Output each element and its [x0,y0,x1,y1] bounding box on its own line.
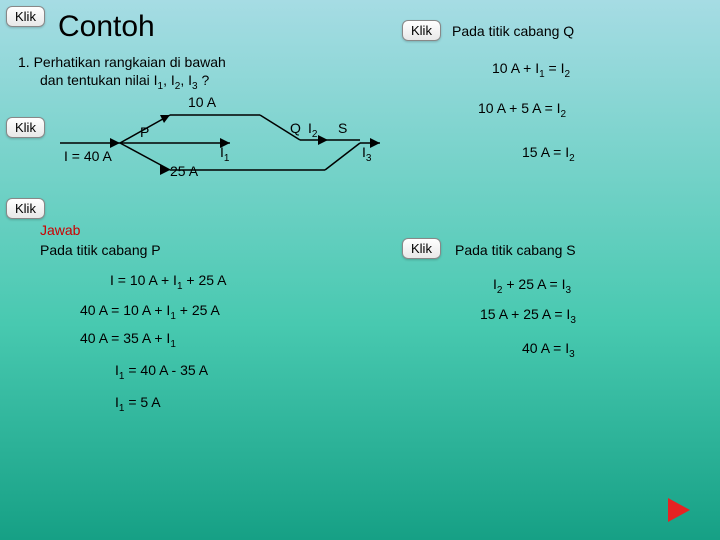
klik-button-5[interactable]: Klik [402,238,441,259]
klik-button-4[interactable]: Klik [402,20,441,41]
q-eq3: 15 A = I2 [522,144,575,164]
q-eq2: 10 A + 5 A = I2 [478,100,566,120]
diagram-bottom-label: 25 A [170,163,198,179]
diagram-top-label: 10 A [188,94,216,110]
p-eq3: 40 A = 35 A + I1 [80,330,176,350]
p-eq1: I = 10 A + I1 + 25 A [110,272,227,292]
q-eq1: 10 A + I1 = I2 [492,60,570,80]
p-heading: Pada titik cabang P [40,242,161,258]
diagram-s-label: S [338,120,347,136]
s-eq1: I2 + 25 A = I3 [493,276,571,296]
circuit-diagram [60,95,380,190]
diagram-i1: I1 [220,144,229,164]
p-eq2: 40 A = 10 A + I1 + 25 A [80,302,220,322]
diagram-i-label: I = 40 A [64,148,112,164]
diagram-p-label: P [140,124,149,140]
diagram-i2: I2 [308,120,317,140]
question-line1: 1. Perhatikan rangkaian di bawah [18,54,226,70]
klik-button-2[interactable]: Klik [6,117,45,138]
s-eq3: 40 A = I3 [522,340,575,360]
q-heading: Pada titik cabang Q [452,23,574,39]
klik-button-1[interactable]: Klik [6,6,45,27]
s-heading: Pada titik cabang S [455,242,576,258]
p-eq5: I1 = 5 A [115,394,161,414]
question-line2: dan tentukan nilai I1, I2, I3 ? [40,72,209,92]
page-title: Contoh [58,10,155,44]
s-eq2: 15 A + 25 A = I3 [480,306,576,326]
diagram-q-label: Q [290,120,301,136]
jawab-label: Jawab [40,222,80,238]
klik-button-3[interactable]: Klik [6,198,45,219]
next-arrow-icon[interactable] [668,498,690,522]
diagram-i3: I3 [362,144,371,164]
p-eq4: I1 = 40 A - 35 A [115,362,208,382]
